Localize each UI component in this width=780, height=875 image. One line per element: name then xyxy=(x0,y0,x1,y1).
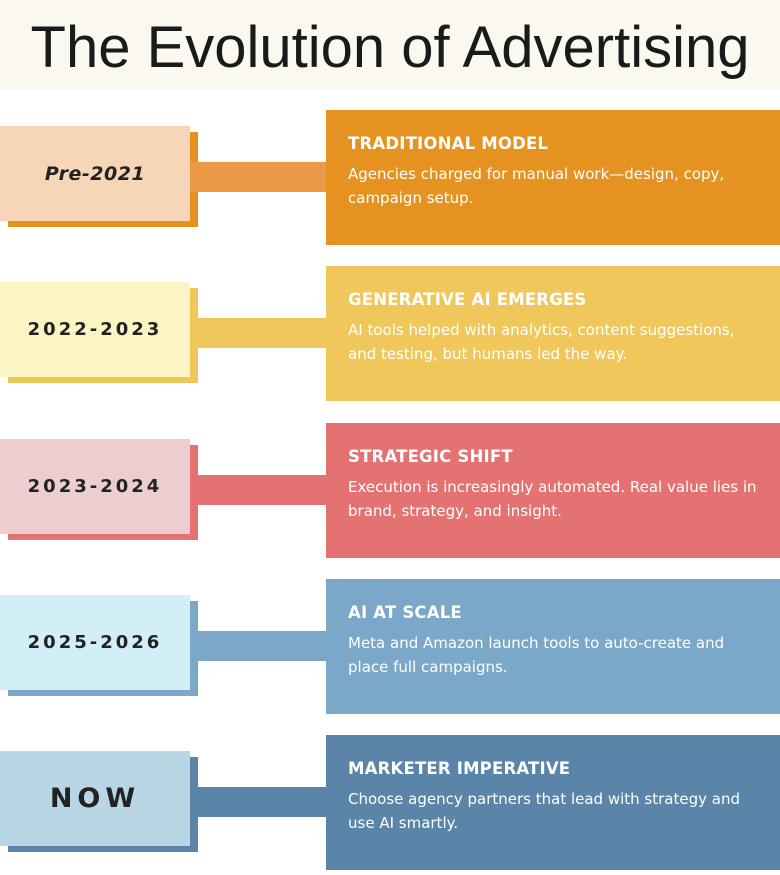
date-box: NOW xyxy=(0,751,190,846)
timeline-item-now: NOW MARKETER IMPERATIVE Choose agency pa… xyxy=(0,735,780,875)
date-box: 2025-2026 xyxy=(0,595,190,690)
date-box: Pre-2021 xyxy=(0,126,190,221)
date-label: NOW xyxy=(49,783,141,814)
connector xyxy=(190,318,326,348)
card-heading: GENERATIVE AI EMERGES xyxy=(348,290,587,309)
card-heading: MARKETER IMPERATIVE xyxy=(348,759,571,778)
connector xyxy=(190,162,326,192)
date-label: 2023-2024 xyxy=(27,476,163,497)
card-text: AI tools helped with analytics, content … xyxy=(348,321,735,363)
card-heading: STRATEGIC SHIFT xyxy=(348,447,513,466)
card-text: Agencies charged for manual work—design,… xyxy=(348,165,725,207)
event-card: MARKETER IMPERATIVE Choose agency partne… xyxy=(326,735,780,870)
date-box: 2022-2023 xyxy=(0,282,190,377)
timeline-item-2025-2026: 2025-2026 AI AT SCALE Meta and Amazon la… xyxy=(0,579,780,719)
timeline-item-2022-2023: 2022-2023 GENERATIVE AI EMERGES AI tools… xyxy=(0,266,780,406)
timeline-item-2023-2024: 2023-2024 STRATEGIC SHIFT Execution is i… xyxy=(0,423,780,563)
date-label: Pre-2021 xyxy=(44,162,146,185)
header: The Evolution of Advertising xyxy=(0,0,780,90)
event-card: GENERATIVE AI EMERGES AI tools helped wi… xyxy=(326,266,780,401)
page-title: The Evolution of Advertising xyxy=(30,15,750,80)
card-heading: TRADITIONAL MODEL xyxy=(348,134,549,153)
card-heading: AI AT SCALE xyxy=(348,603,462,622)
event-card: STRATEGIC SHIFT Execution is increasingl… xyxy=(326,423,780,558)
connector xyxy=(190,787,326,817)
event-card: AI AT SCALE Meta and Amazon launch tools… xyxy=(326,579,780,714)
timeline-item-pre-2021: Pre-2021 TRADITIONAL MODEL Agencies char… xyxy=(0,110,780,250)
connector xyxy=(190,631,326,661)
connector xyxy=(190,475,326,505)
date-label: 2022-2023 xyxy=(27,319,163,340)
card-text: Execution is increasingly automated. Rea… xyxy=(348,478,757,520)
card-text: Meta and Amazon launch tools to auto-cre… xyxy=(348,634,725,676)
card-text: Choose agency partners that lead with st… xyxy=(348,790,740,832)
date-box: 2023-2024 xyxy=(0,439,190,534)
event-card: TRADITIONAL MODEL Agencies charged for m… xyxy=(326,110,780,245)
date-label: 2025-2026 xyxy=(27,632,163,653)
